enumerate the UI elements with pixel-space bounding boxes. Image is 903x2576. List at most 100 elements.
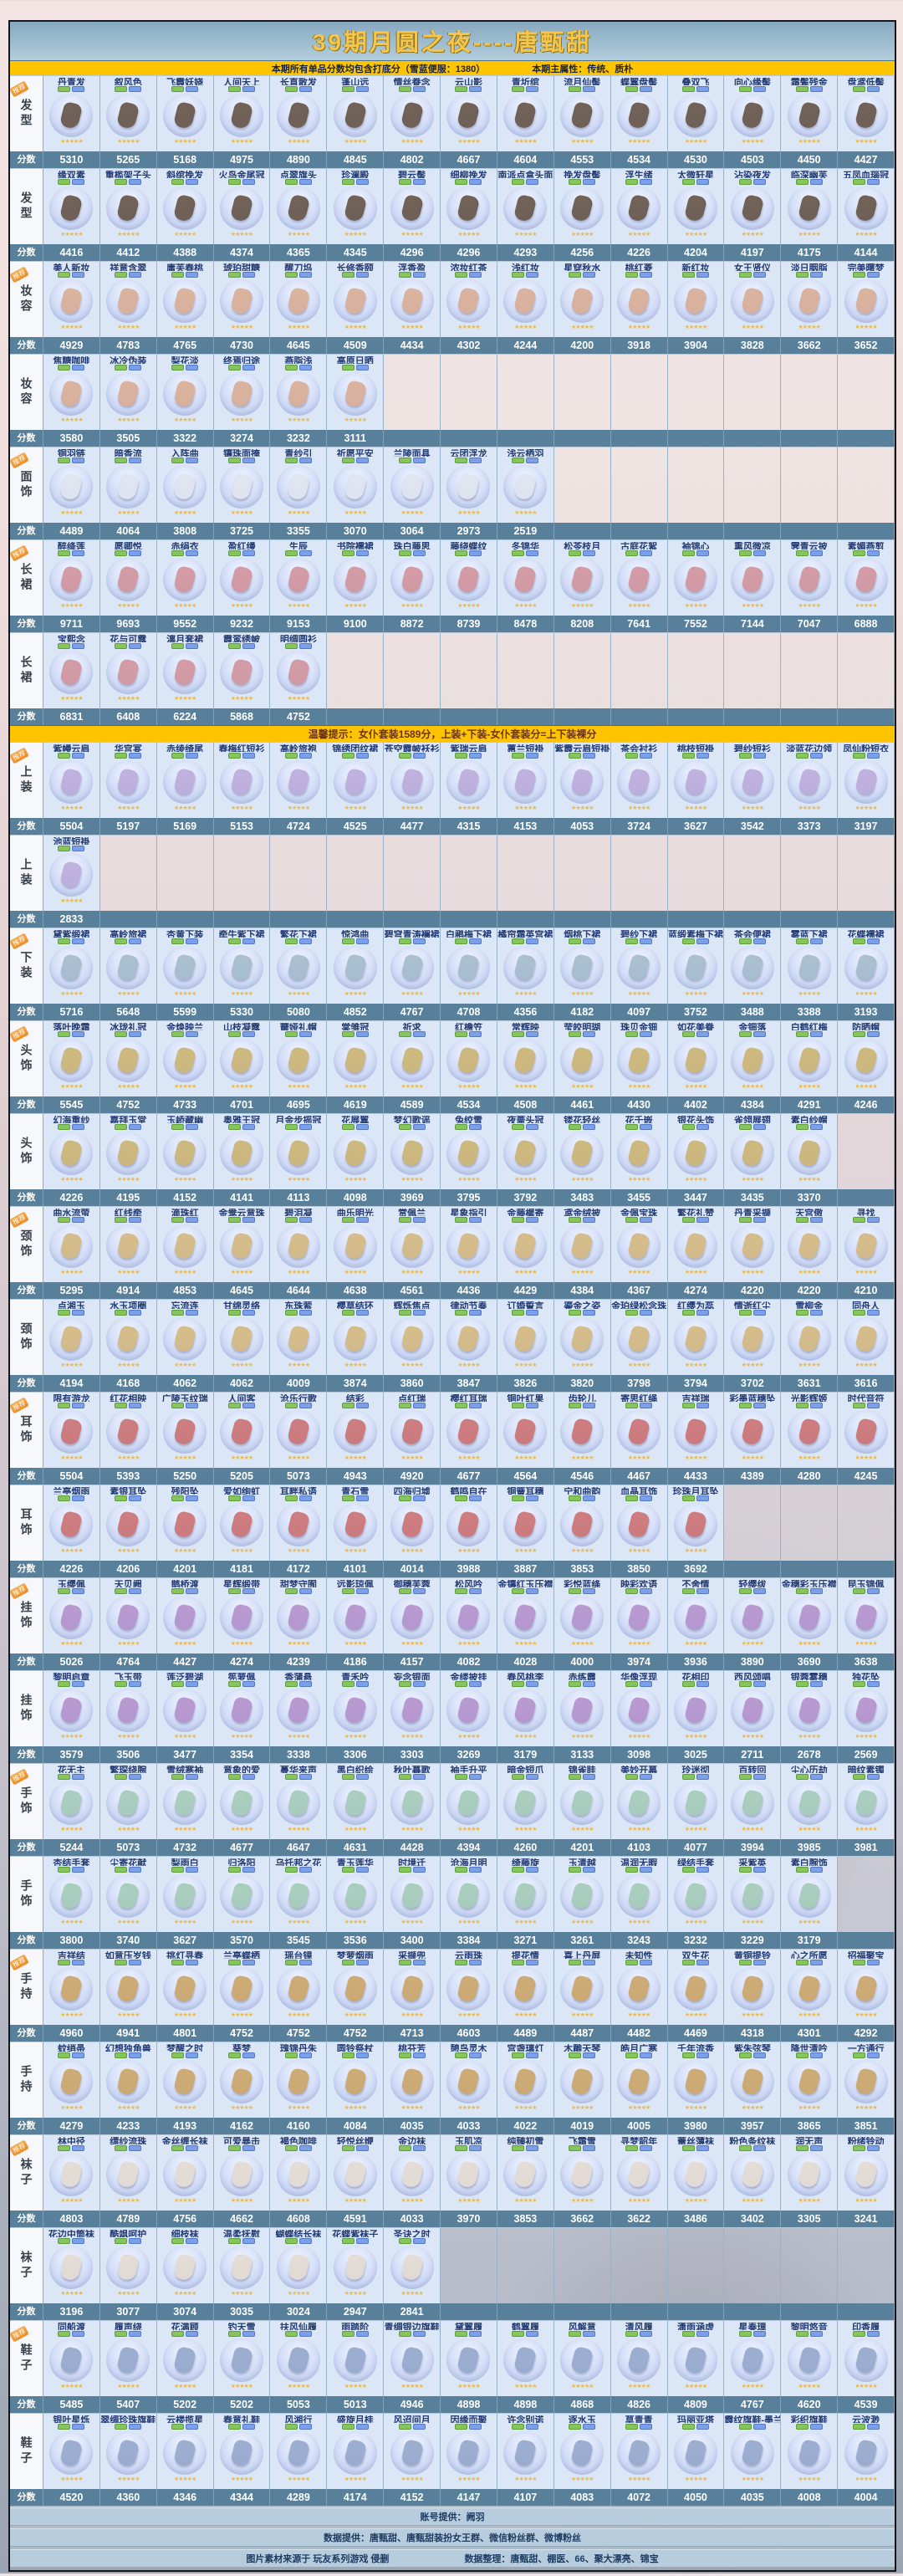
item-name: 酷飒呵护 — [110, 2230, 147, 2238]
item-image — [446, 1317, 491, 1362]
attribute-pill-icon — [625, 1031, 639, 1038]
item-art-placeholder — [626, 1138, 651, 1168]
item-image — [163, 1317, 207, 1362]
item-name: 寄思红绳 — [620, 1394, 658, 1403]
empty-cell — [213, 835, 271, 911]
score-cell: 4226 — [43, 1561, 100, 1577]
item-image — [673, 1039, 717, 1083]
attribute-pill-icon — [58, 1124, 71, 1131]
attribute-tag-pills — [171, 1867, 199, 1873]
item-card: 挑灯寻春 ★★★★★ — [156, 1949, 214, 2025]
attribute-pill-icon — [228, 2238, 242, 2245]
score-cell — [441, 2303, 497, 2320]
item-art-placeholder — [115, 1881, 140, 1911]
item-name: 暗纹素镯 — [847, 1766, 885, 1774]
item-card: 碧云髻 ★★★★★ — [384, 168, 441, 244]
item-card: 终焉归途 ★★★★★ — [213, 354, 271, 430]
item-art-placeholder — [229, 2438, 254, 2468]
score-cell: 4645 — [213, 1282, 271, 1299]
attribute-pill-icon — [852, 2145, 865, 2152]
item-image — [390, 2246, 434, 2290]
attribute-pill-icon — [412, 1495, 426, 1502]
attribute-pill-icon — [355, 1217, 369, 1224]
item-name: 华宫宴 — [114, 744, 142, 753]
attribute-pill-icon — [171, 1960, 185, 1966]
score-cell — [838, 1189, 895, 1206]
item-art-placeholder — [400, 1510, 424, 1540]
item-art-placeholder — [115, 1602, 140, 1633]
attribute-tag-pills — [228, 1774, 256, 1781]
attribute-tag-pills — [795, 179, 823, 186]
score-cell: 4226 — [43, 1189, 100, 1206]
attribute-pill-icon — [298, 1310, 312, 1316]
item-art-placeholder — [400, 2067, 424, 2097]
score-cell: 4430 — [610, 1096, 668, 1113]
attribute-pill-icon — [809, 86, 823, 93]
empty-cell — [781, 632, 839, 708]
score-cell: 4845 — [327, 151, 385, 168]
attribute-pill-icon — [455, 1495, 468, 1502]
item-name: 落叶晚霜 — [53, 1023, 90, 1031]
item-art-placeholder — [797, 1231, 821, 1261]
star-rating: ★★★★★ — [798, 1455, 821, 1462]
item-card: 书院襦裙 ★★★★★ — [327, 539, 385, 616]
item-art-placeholder — [115, 1788, 140, 1818]
attribute-tag-pills — [625, 753, 653, 759]
attribute-pill-icon — [412, 2238, 426, 2245]
score-cell — [610, 708, 668, 725]
item-art-placeholder — [172, 767, 197, 797]
item-name: 百转回 — [738, 1766, 767, 1774]
attribute-pill-icon — [129, 1310, 142, 1316]
attribute-pill-icon — [795, 1681, 809, 1688]
item-image — [673, 1596, 717, 1640]
item-card: 焦糖咖啡 ★★★★★ — [43, 354, 100, 430]
item-image — [446, 465, 491, 509]
item-image — [220, 2246, 264, 2290]
empty-cell — [327, 835, 385, 911]
empty-cell — [610, 447, 668, 523]
item-art-placeholder — [286, 1602, 311, 1633]
score-cell: 4296 — [384, 244, 441, 261]
score-cell — [441, 708, 497, 725]
star-rating: ★★★★★ — [571, 232, 594, 238]
item-art-placeholder — [286, 767, 311, 797]
score-cell — [724, 911, 782, 928]
attribute-pill-icon — [186, 86, 199, 93]
item-card: 宫盏璃灯 ★★★★★ — [497, 2042, 554, 2118]
star-rating: ★★★★★ — [571, 1548, 594, 1555]
star-rating: ★★★★★ — [571, 325, 594, 331]
score-cell: 4050 — [667, 2489, 725, 2506]
attribute-tag-pills — [512, 1867, 539, 1873]
star-rating: ★★★★★ — [60, 510, 83, 517]
star-rating: ★★★★★ — [117, 139, 140, 146]
attribute-pill-icon — [355, 938, 369, 945]
item-name: 情逝红尘 — [733, 1301, 771, 1310]
star-rating: ★★★★★ — [173, 417, 196, 424]
attribute-pill-icon — [129, 938, 142, 945]
attribute-tag-pills — [738, 1217, 766, 1224]
score-cell — [781, 708, 839, 725]
score-cell: 4182 — [554, 1004, 611, 1020]
item-card: 酷飒呵护 ★★★★★ — [99, 2227, 157, 2303]
score-cell — [441, 911, 497, 928]
score-cell: 4890 — [270, 151, 328, 168]
score-cell: 8208 — [554, 616, 611, 632]
attribute-pill-icon — [355, 1403, 369, 1409]
item-image — [446, 1410, 491, 1454]
star-rating: ★★★★★ — [571, 1734, 594, 1740]
attribute-pill-icon — [852, 272, 865, 279]
star-rating: ★★★★★ — [230, 2291, 253, 2297]
score-cell: 4246 — [838, 1096, 895, 1113]
item-image — [163, 465, 207, 509]
score-cell: 4107 — [497, 2489, 554, 2506]
attribute-pill-icon — [129, 179, 142, 186]
item-name: 花蝶襦裙 — [847, 930, 885, 938]
attribute-pill-icon — [681, 753, 695, 759]
attribute-pill-icon — [341, 1031, 355, 1038]
empty-cell — [724, 1485, 782, 1561]
item-card: 红缨为蕊 ★★★★★ — [667, 1299, 725, 1375]
item-image — [276, 2060, 320, 2104]
item-card: 鸢金绒披 ★★★★★ — [554, 1206, 611, 1282]
item-card: 烟桃下裙 ★★★★★ — [554, 928, 611, 1004]
attribute-pill-icon — [171, 179, 185, 186]
